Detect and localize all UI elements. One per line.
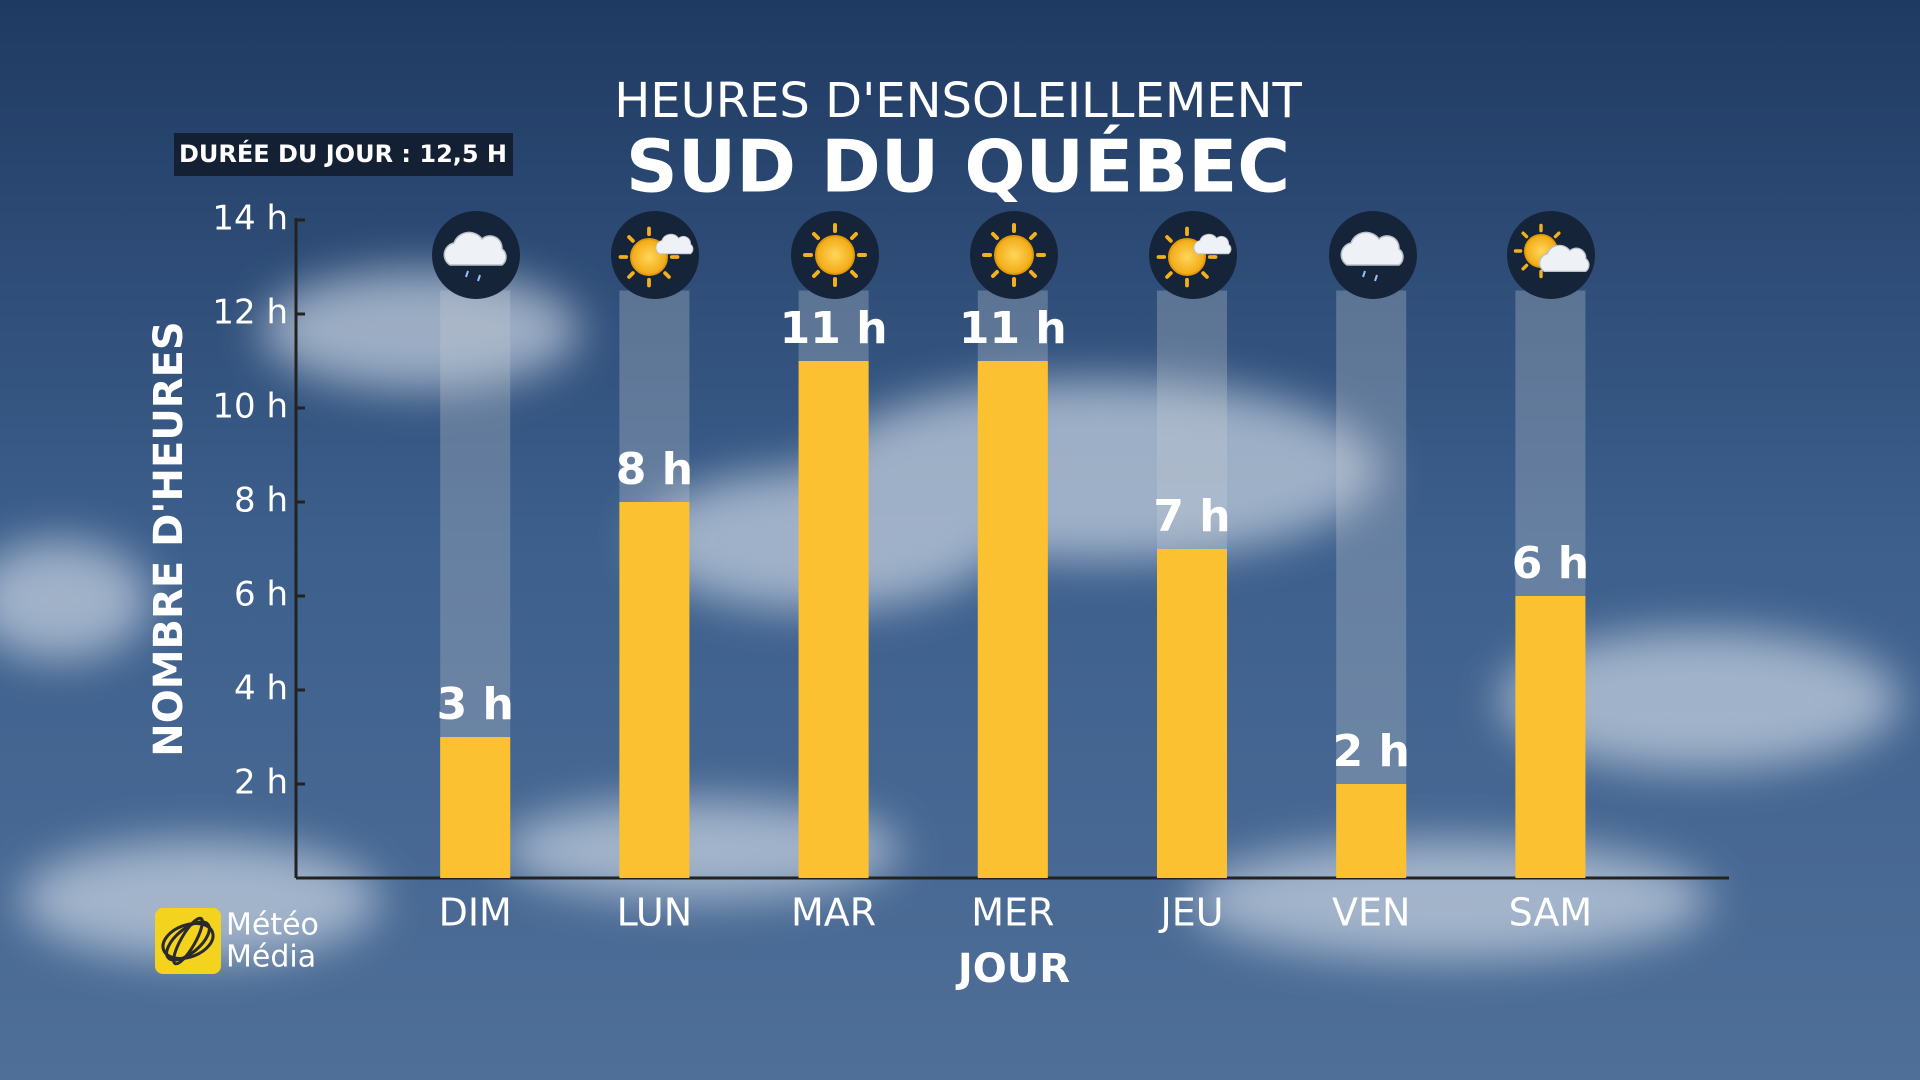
y-tick-label: 12 h — [212, 293, 288, 333]
bar — [798, 361, 869, 878]
y-tick-label: 2 h — [234, 763, 288, 803]
bar — [1336, 784, 1407, 878]
logo-text: Météo — [226, 908, 319, 943]
icon-sun — [970, 211, 1058, 299]
value-label: 11 h — [780, 303, 888, 354]
value-label: 11 h — [959, 303, 1067, 354]
icon-rain — [1329, 211, 1417, 299]
day-length-box — [174, 133, 513, 176]
value-label: 3 h — [437, 679, 514, 730]
value-label: 6 h — [1512, 538, 1589, 589]
bar — [1515, 596, 1586, 878]
plot: 2 h 4 h 6 h 8 h 10 h 12 h 14 h DIM 3 h LUN 8 h MAR 1… — [212, 199, 1729, 935]
icon-sun-cloud — [611, 211, 699, 299]
x-tick-label: DIM — [439, 891, 512, 935]
x-tick-label: MER — [971, 891, 1054, 935]
x-tick-label: MAR — [791, 891, 876, 935]
x-tick-label: SAM — [1509, 891, 1593, 935]
y-tick-label: 10 h — [212, 387, 288, 427]
bar — [619, 502, 690, 878]
x-tick-label: LUN — [617, 891, 693, 935]
value-label: 2 h — [1333, 726, 1410, 777]
x-tick-label: JEU — [1158, 891, 1223, 935]
bar — [977, 361, 1048, 878]
x-tick-label: VEN — [1332, 891, 1410, 935]
icon-sun-cloud — [1149, 211, 1237, 299]
icon-rain — [432, 211, 520, 299]
y-tick-label: 6 h — [234, 575, 288, 615]
value-label: 7 h — [1153, 491, 1230, 542]
logo: Météo Média — [155, 908, 319, 975]
chart-subtitle: SUD DU QUÉBEC — [626, 125, 1290, 209]
bar — [440, 737, 511, 878]
y-axis-title: NOMBRE D'HEURES — [146, 321, 192, 757]
day-length-label: DURÉE DU JOUR : 12,5 H — [179, 139, 507, 168]
x-axis-title: JOUR — [955, 946, 1070, 992]
icon-partly-cloudy — [1507, 211, 1595, 299]
y-tick-label: 4 h — [234, 669, 288, 709]
y-tick-label: 8 h — [234, 481, 288, 521]
chart-title: HEURES D'ENSOLEILLEMENT — [614, 73, 1302, 129]
icon-sun — [791, 211, 879, 299]
value-label: 8 h — [616, 444, 693, 495]
weather-icons — [432, 211, 1595, 299]
day-length-column — [1336, 290, 1407, 878]
bar — [1157, 549, 1227, 878]
y-tick-label: 14 h — [212, 199, 288, 239]
logo-text: Média — [226, 940, 316, 975]
